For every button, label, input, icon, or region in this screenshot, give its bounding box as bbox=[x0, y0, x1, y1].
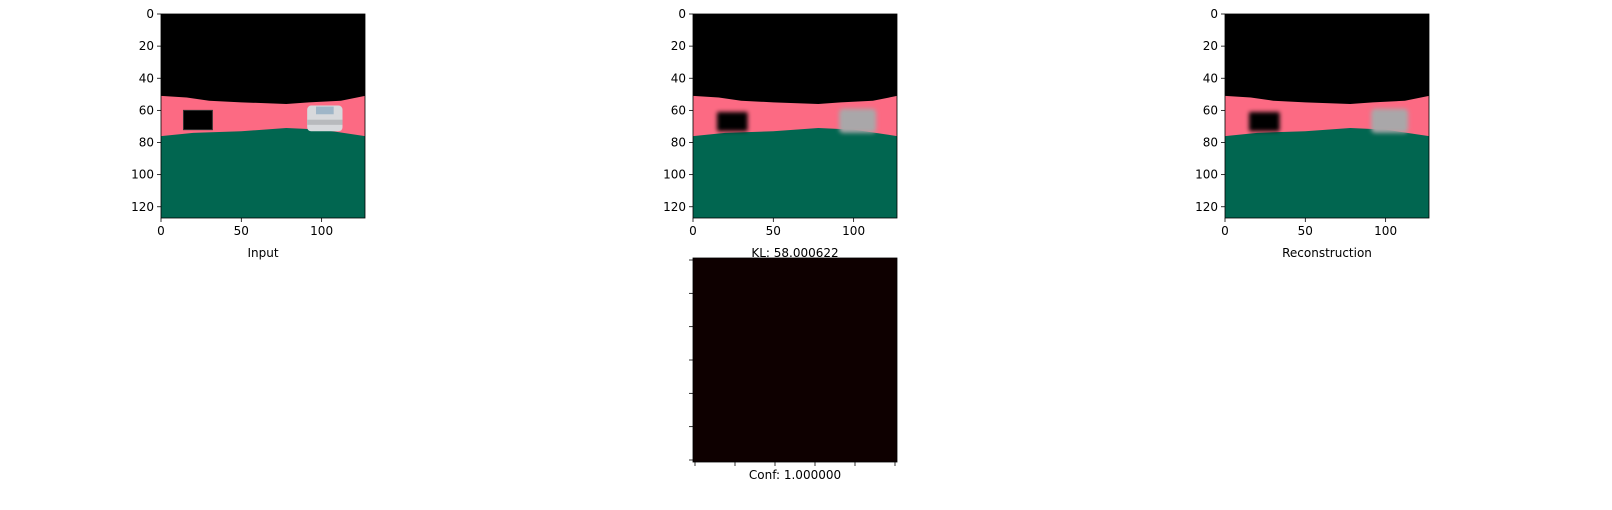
reconstruction-image bbox=[1225, 14, 1429, 218]
ground-region bbox=[1225, 128, 1429, 218]
y-tick-label: 40 bbox=[1203, 71, 1218, 85]
axes-frame bbox=[1224, 13, 1430, 219]
y-tick-label: 120 bbox=[131, 200, 154, 214]
input-image bbox=[161, 14, 365, 218]
y-tick-label: 60 bbox=[671, 103, 686, 117]
y-tick-label: 0 bbox=[146, 7, 154, 21]
y-tick-label: 120 bbox=[1195, 200, 1218, 214]
prediction-image bbox=[693, 14, 897, 218]
x-tick-label: 0 bbox=[689, 224, 697, 238]
x-tick-label: 0 bbox=[1221, 224, 1229, 238]
car-bumper bbox=[307, 119, 343, 125]
box-object bbox=[1249, 111, 1280, 132]
x-axis-label: KL: 58.000622 bbox=[751, 246, 838, 260]
y-tick-label: 40 bbox=[139, 71, 154, 85]
heatmap-cell bbox=[693, 258, 897, 462]
y-tick-label: 20 bbox=[671, 39, 686, 53]
y-tick-label: 60 bbox=[1203, 103, 1218, 117]
x-tick-label: 100 bbox=[1374, 224, 1397, 238]
x-tick-label: 100 bbox=[310, 224, 333, 238]
y-tick-label: 20 bbox=[139, 39, 154, 53]
x-tick-label: 100 bbox=[842, 224, 865, 238]
y-tick-label: 100 bbox=[1195, 168, 1218, 182]
y-tick-label: 80 bbox=[1203, 136, 1218, 150]
y-tick-label: 100 bbox=[663, 168, 686, 182]
x-tick-label: 50 bbox=[766, 224, 781, 238]
y-tick-label: 100 bbox=[131, 168, 154, 182]
x-tick-label: 50 bbox=[1298, 224, 1313, 238]
car-windshield bbox=[316, 106, 334, 115]
y-tick-label: 20 bbox=[1203, 39, 1218, 53]
y-tick-label: 80 bbox=[139, 136, 154, 150]
y-tick-label: 80 bbox=[671, 136, 686, 150]
ground-region bbox=[161, 128, 365, 218]
axes-frame bbox=[692, 13, 898, 219]
x-tick-label: 0 bbox=[157, 224, 165, 238]
car-object bbox=[839, 108, 877, 133]
y-tick-label: 0 bbox=[678, 7, 686, 21]
x-tick-label: 50 bbox=[234, 224, 249, 238]
y-tick-label: 40 bbox=[671, 71, 686, 85]
x-axis-label: Input bbox=[247, 246, 278, 260]
y-tick-label: 120 bbox=[663, 200, 686, 214]
car-object bbox=[1371, 108, 1409, 133]
x-axis-label: Conf: 1.000000 bbox=[749, 468, 841, 482]
box-object bbox=[717, 111, 748, 132]
x-axis-label: Reconstruction bbox=[1282, 246, 1372, 260]
axes-frame bbox=[160, 13, 366, 219]
box-object bbox=[183, 110, 213, 130]
y-tick-label: 60 bbox=[139, 103, 154, 117]
box-outline bbox=[182, 109, 213, 131]
ground-region bbox=[693, 128, 897, 218]
y-tick-label: 0 bbox=[1210, 7, 1218, 21]
